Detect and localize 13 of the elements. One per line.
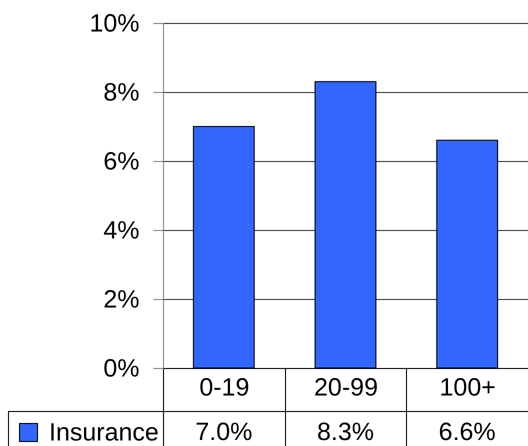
y-tick-label: 0% [103,354,140,382]
y-tick-label: 10% [89,10,140,38]
x-tick-label: 0-19 [199,374,250,402]
y-tick-label: 6% [103,148,140,176]
data-label: 6.6% [438,418,496,446]
y-tick-label: 8% [103,78,140,106]
legend-label: Insurance [49,418,159,446]
data-label: 7.0% [195,418,252,446]
data-label: 8.3% [317,418,374,446]
y-tick-label: 2% [103,286,140,314]
y-tick-label: 4% [103,216,140,244]
x-tick-label: 100+ [440,374,496,402]
x-tick-label: 20-99 [314,374,378,402]
